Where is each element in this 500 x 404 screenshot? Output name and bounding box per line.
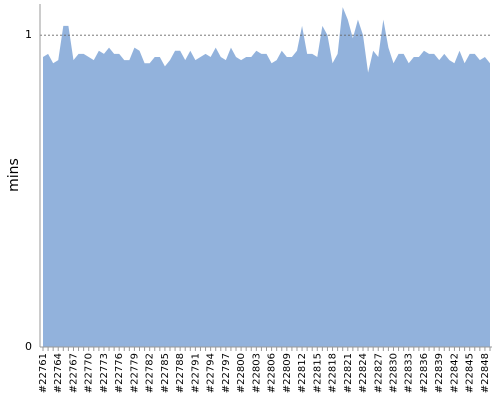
x-tick-label: #22836	[419, 353, 430, 393]
x-tick-label: #22770	[84, 353, 95, 393]
x-tick-label: #22809	[282, 353, 293, 393]
x-tick-label: #22761	[38, 353, 49, 393]
x-tick-label: #22821	[343, 353, 354, 393]
x-tick-label: #22845	[465, 353, 476, 393]
x-tick-label: #22806	[267, 353, 278, 393]
x-tick-label: #22803	[251, 353, 262, 393]
x-tick-label: #22764	[53, 353, 64, 393]
x-tick-label: #22782	[145, 353, 156, 393]
x-tick-label: #22773	[99, 353, 110, 393]
x-tick-label: #22830	[388, 353, 399, 393]
area	[43, 7, 490, 347]
x-tick-label: #22788	[175, 353, 186, 393]
x-tick-label: #22833	[404, 353, 415, 393]
y-tick-label: 0	[25, 340, 32, 353]
x-tick-label: #22797	[221, 353, 232, 393]
x-tick-label: #22767	[68, 353, 79, 393]
x-tick-label: #22785	[160, 353, 171, 393]
x-tick-label: #22815	[312, 353, 323, 393]
x-tick-label: #22812	[297, 353, 308, 393]
x-tick-label: #22794	[206, 353, 217, 393]
x-tick-label: #22848	[480, 353, 491, 393]
x-tick-label: #22824	[358, 353, 369, 393]
x-tick-label: #22776	[114, 353, 125, 393]
y-tick-label: 1	[25, 28, 32, 41]
x-tick-label: #22827	[373, 353, 384, 393]
x-tick-label: #22779	[129, 353, 140, 393]
x-tick-label: #22839	[434, 353, 445, 393]
x-tick-label: #22800	[236, 353, 247, 393]
x-tick-label: #22842	[449, 353, 460, 393]
y-axis-label: mins	[6, 158, 22, 192]
x-tick-label: #22791	[190, 353, 201, 393]
x-tick-label: #22818	[328, 353, 339, 393]
